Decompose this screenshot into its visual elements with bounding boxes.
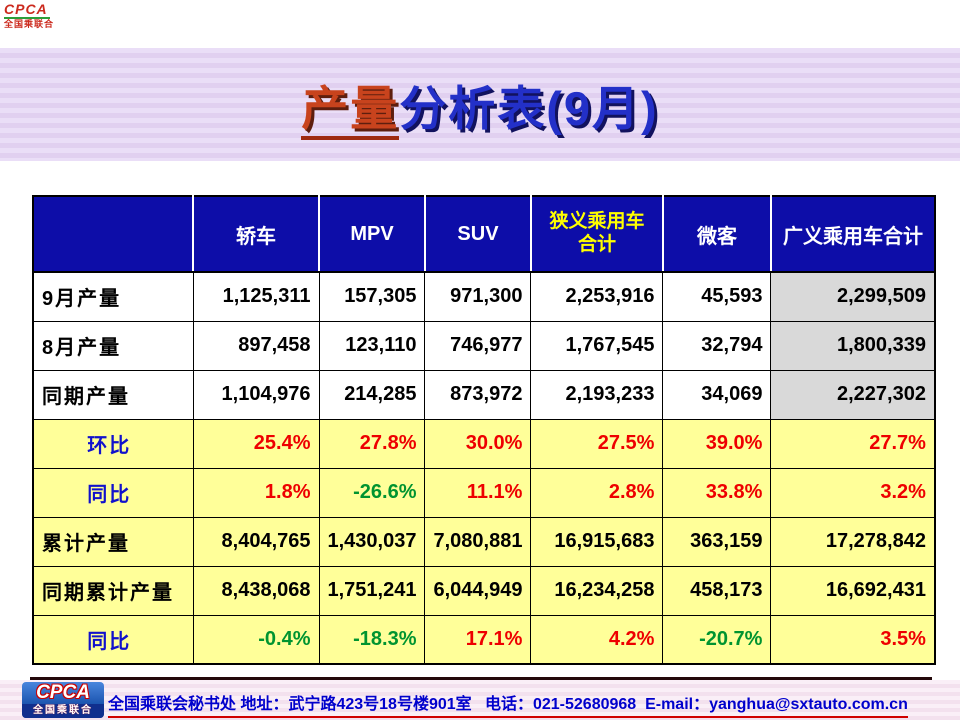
cell-value: 6,044,949 [424,565,532,616]
cpca-mini-logo-text: CPCA [4,1,48,17]
table-row-same-period-cumulative: 同期累计产量 8,438,068 1,751,241 6,044,949 16,… [32,565,936,616]
column-header-mpv: MPV [318,195,426,273]
table-row-cumulative-yoy-change: 同比 -0.4% -18.3% 17.1% 4.2% -20.7% 3.5% [32,614,936,665]
table-row-aug-production: 8月产量 897,458 123,110 746,977 1,767,545 3… [32,320,936,371]
cell-value: 16,915,683 [530,516,664,567]
cell-value: 25.4% [192,418,320,469]
cell-value: 8,404,765 [192,516,320,567]
row-label: 同比 [32,467,194,518]
table-corner-cell [32,195,194,273]
cell-value: 1.8% [192,467,320,518]
cell-value: 16,692,431 [770,565,936,616]
cell-value: 123,110 [318,320,426,371]
cell-value: 33.8% [662,467,772,518]
footer-band [0,680,960,720]
cell-value: 4.2% [530,614,664,665]
table-row-same-period-production: 同期产量 1,104,976 214,285 873,972 2,193,233… [32,369,936,420]
table-row-cumulative-production: 累计产量 8,404,765 1,430,037 7,080,881 16,91… [32,516,936,567]
cell-value: 17,278,842 [770,516,936,567]
cell-value: 897,458 [192,320,320,371]
page-title: 产量分析表(9月) [301,70,659,140]
cell-value: 30.0% [424,418,532,469]
row-label: 累计产量 [32,516,194,567]
row-label: 8月产量 [32,320,194,371]
column-header-suv: SUV [423,195,532,273]
cell-value: 214,285 [318,369,426,420]
cell-value: 1,430,037 [318,516,426,567]
table-row-yoy-change: 同比 1.8% -26.6% 11.1% 2.8% 33.8% 3.2% [32,467,936,518]
row-label: 9月产量 [32,271,194,322]
cell-value: 1,751,241 [318,565,426,616]
cell-value: 39.0% [662,418,772,469]
title-rest: 分析表(9月) [399,82,659,135]
cell-value: 2,193,233 [530,369,664,420]
cell-value: 11.1% [424,467,532,518]
cell-value: 3.5% [770,614,936,665]
cell-value: -0.4% [192,614,320,665]
cell-value: 363,159 [662,516,772,567]
cell-value: 458,173 [662,565,772,616]
cell-value: 2,253,916 [530,271,664,322]
cell-value: 17.1% [424,614,532,665]
row-label: 同期累计产量 [32,565,194,616]
cell-value: 34,069 [662,369,772,420]
cell-value: 27.8% [318,418,426,469]
row-label: 同期产量 [32,369,194,420]
production-table: 轿车 MPV SUV 狭义乘用车 合计 微客 广义乘用车合计 9月产量 1,12… [32,195,936,665]
row-label: 同比 [32,614,194,665]
cell-value: 2,227,302 [770,369,936,420]
cell-value: 3.2% [770,467,936,518]
cell-value: 2.8% [530,467,664,518]
cell-value: 8,438,068 [192,565,320,616]
cell-value: 971,300 [424,271,532,322]
cpca-logo-name: 全国乘联合 [22,704,104,718]
cell-value: 32,794 [662,320,772,371]
title-highlight: 产量 [301,82,400,140]
cell-value: 45,593 [662,271,772,322]
cell-value: 1,104,976 [192,369,320,420]
cell-value: 27.7% [770,418,936,469]
cpca-logo-text: CPCA [36,682,90,703]
column-header-sedan: 轿车 [192,195,320,273]
cell-value: 2,299,509 [770,271,936,322]
column-header-broad-pv-total: 广义乘用车合计 [769,195,936,273]
cell-value: 1,800,339 [770,320,936,371]
cell-value: 27.5% [530,418,664,469]
footer-contact-info: 全国乘联会秘书处 地址：武宁路423号18号楼901室 电话：021-52680… [108,690,908,718]
cell-value: 7,080,881 [424,516,532,567]
cell-value: 873,972 [424,369,532,420]
title-banner: 产量分析表(9月) [0,48,960,161]
column-header-narrow-pv-total: 狭义乘用车 合计 [529,195,664,273]
cell-value: -26.6% [318,467,426,518]
column-header-microvan: 微客 [661,195,772,273]
row-label: 环比 [32,418,194,469]
table-row-mom-change: 环比 25.4% 27.8% 30.0% 27.5% 39.0% 27.7% [32,418,936,469]
table-row-sep-production: 9月产量 1,125,311 157,305 971,300 2,253,916… [32,271,936,322]
table-header-row: 轿车 MPV SUV 狭义乘用车 合计 微客 广义乘用车合计 [32,195,936,273]
cell-value: -18.3% [318,614,426,665]
cell-value: 16,234,258 [530,565,664,616]
cell-value: 1,125,311 [192,271,320,322]
cell-value: 746,977 [424,320,532,371]
cell-value: -20.7% [662,614,772,665]
cell-value: 157,305 [318,271,426,322]
cpca-logo: CPCA 全国乘联合 [22,682,104,718]
cpca-mini-logo: CPCA 全国乘联合 [4,2,66,29]
cpca-mini-logo-name: 全国乘联合 [4,19,55,29]
cpca-mini-logo-swoosh [4,17,50,19]
footer-divider [30,677,932,680]
cell-value: 1,767,545 [530,320,664,371]
